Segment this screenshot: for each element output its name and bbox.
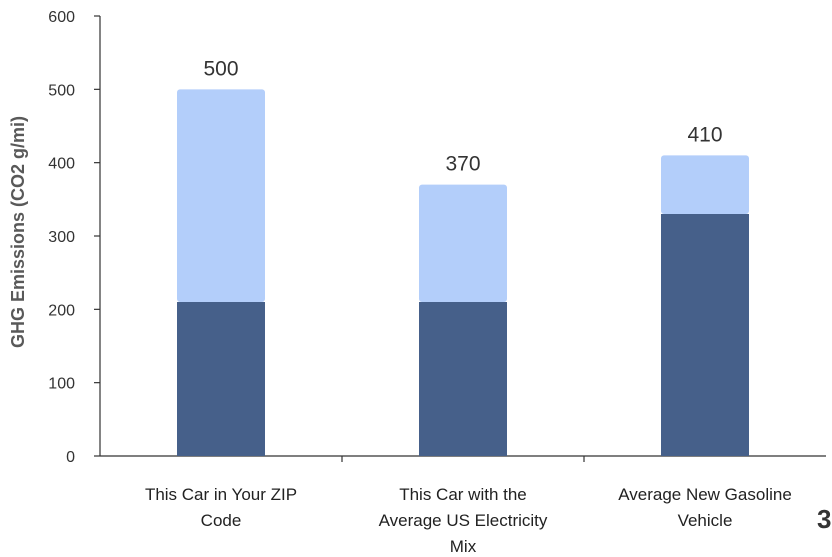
y-tick-label: 300: [48, 229, 75, 246]
data-labels: 500 370 410: [203, 57, 722, 175]
bar-total-label: 370: [445, 153, 480, 176]
bar-segment-lower: [177, 302, 265, 456]
bars: [177, 89, 749, 456]
bar-segment-lower: [419, 302, 507, 456]
y-tick-label: 500: [48, 82, 75, 99]
y-tick-label: 100: [48, 376, 75, 393]
x-category-label-line: This Car with the: [399, 485, 527, 504]
x-category-label-line: Code: [201, 511, 242, 530]
y-tick-label: 200: [48, 302, 75, 319]
bar-total-label: 500: [203, 57, 238, 80]
x-category-label-line: This Car in Your ZIP: [145, 485, 297, 504]
bar-segment-lower: [661, 214, 749, 456]
y-tick-label: 600: [48, 9, 75, 26]
x-category-label-line: Average US Electricity: [379, 511, 548, 530]
y-tick-label: 0: [66, 449, 75, 466]
bar-total-label: 410: [687, 123, 722, 146]
y-axis: 0 100 200 300 400 500 600: [48, 9, 101, 466]
x-category-label: This Car in Your ZIP Code: [145, 485, 297, 530]
x-category-label-line: Mix: [450, 537, 477, 556]
bar-segment-upper: [177, 89, 265, 302]
page-number-fragment: 3: [817, 504, 831, 534]
x-axis: This Car in Your ZIP Code This Car with th…: [100, 455, 826, 556]
y-axis-title: GHG Emissions (CO2 g/mi): [8, 116, 28, 348]
x-category-label-line: Vehicle: [678, 511, 733, 530]
x-category-label-line: Average New Gasoline: [618, 485, 792, 504]
x-category-label: Average New Gasoline Vehicle: [618, 485, 792, 530]
x-category-label: This Car with the Average US Electricity M…: [379, 485, 548, 556]
bar-segment-upper: [419, 184, 507, 302]
bar-segment-upper: [661, 155, 749, 214]
y-tick-label: 400: [48, 156, 75, 173]
